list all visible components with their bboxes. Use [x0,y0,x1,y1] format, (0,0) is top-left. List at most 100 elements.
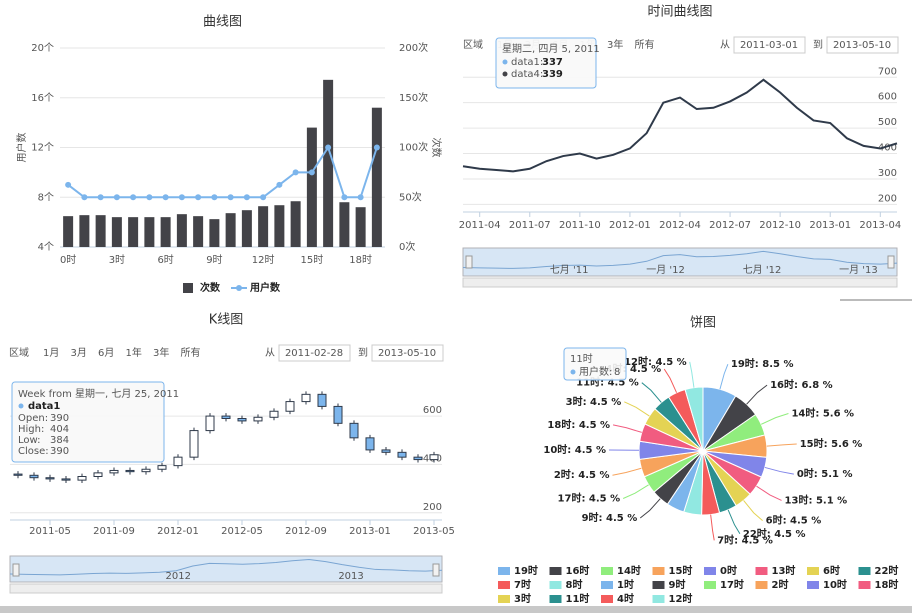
legend-label[interactable]: 13时 [772,564,796,577]
x-tick-label: 2011-04 [459,220,501,231]
legend-label[interactable]: 1时 [617,578,634,591]
bar [144,217,155,247]
scroll-handle-left[interactable] [12,563,20,577]
x-tick-label: 18时 [349,254,372,266]
candle-body [61,478,71,481]
legend-label[interactable]: 18时 [875,578,899,591]
line-marker [130,194,137,201]
legend-label[interactable]: 16时 [566,564,590,577]
legend-label[interactable]: 11时 [566,592,590,605]
label-connector [663,368,678,393]
to-label: 到 [813,39,823,51]
legend-label[interactable]: 10时 [823,578,847,591]
x-tick-label: 2012-05 [221,526,263,537]
bar [63,216,74,247]
range-button[interactable]: 3月 [71,347,87,359]
scrollbar[interactable] [9,583,443,594]
label-connector [746,384,768,405]
line-marker [146,194,153,201]
legend-swatch [498,595,510,603]
y-axis-title: 用户数 [15,133,28,163]
tooltip-date: 星期二, 四月 5, 2011 [502,43,600,55]
candle-body [285,401,295,412]
tooltip-label: Close: [18,446,49,457]
tooltip-label: data4: [511,69,543,80]
scrollbar[interactable] [462,277,898,288]
range-button[interactable]: 6月 [98,347,114,359]
legend-label[interactable]: 8时 [566,578,583,591]
candle-body [221,415,231,420]
range-label: 区域 [463,38,483,51]
legend-label[interactable]: 6时 [823,564,840,577]
range-label: 区域 [9,346,29,359]
bar [306,127,317,247]
y2-tick-label: 0次 [399,240,415,253]
label-connector [766,443,797,447]
tooltip [563,347,627,381]
legend-label[interactable]: 3时 [514,592,531,605]
legend-label[interactable]: 22时 [875,564,899,577]
legend-label[interactable]: 14时 [617,564,641,577]
legend-swatch [807,567,819,575]
scroll-handle-right[interactable] [887,255,895,269]
tooltip-value: 390 [50,446,69,457]
legend-label[interactable]: 19时 [514,564,538,577]
from-input[interactable] [733,36,806,54]
to-label: 到 [358,347,368,359]
pie-label: 7时: 4.5 % [717,533,773,546]
x-tick-label: 2012-09 [285,526,327,537]
label-connector [764,466,794,475]
legend-label[interactable]: 15时 [669,564,693,577]
bar [355,207,366,247]
tooltip-dot [570,369,576,375]
pie-label: 3时: 4.5 % [566,395,622,408]
line-marker [308,169,315,176]
tooltip-dot [502,59,508,65]
candle-body [365,437,375,451]
legend-label[interactable]: 9时 [669,578,686,591]
range-button[interactable]: 所有 [181,346,201,359]
y2-tick-label: 100次 [399,141,428,154]
label-connector [743,500,763,521]
tooltip-series: data1 [28,401,60,412]
from-label: 从 [720,40,730,51]
bar [323,79,334,247]
candle-body [109,469,119,474]
line-marker [113,194,120,201]
to-input[interactable] [371,344,444,362]
legend-label[interactable]: 12时 [669,592,693,605]
pie-label: 6时: 4.5 % [766,514,822,527]
bottom-bar [0,606,912,613]
range-button[interactable]: 1月 [43,347,59,359]
bar [160,217,171,247]
legend-label[interactable]: 次数 [200,281,221,294]
label-connector [760,412,789,425]
legend-label[interactable]: 17时 [720,578,744,591]
scroll-handle-right[interactable] [432,563,440,577]
tooltip [11,381,165,463]
scroll-handle-left[interactable] [465,255,473,269]
legend-label[interactable]: 7时 [514,578,531,591]
range-button[interactable]: 所有 [635,38,655,51]
legend-swatch [601,567,613,575]
label-connector [727,509,741,535]
line-marker [162,194,169,201]
range-button[interactable]: 3年 [607,38,623,51]
line-marker [243,194,250,201]
candle-body [253,416,263,422]
legend-label[interactable]: 2时 [772,578,789,591]
legend-label[interactable]: 用户数 [249,281,281,294]
to-input[interactable] [826,36,899,54]
y2-tick-label: 50次 [399,190,422,203]
legend-label[interactable]: 0时 [720,564,737,577]
tooltip-value: 404 [50,424,69,435]
tooltip-label: data1: [511,57,543,68]
candle-body [301,393,311,403]
y-tick-label: 200 [423,502,442,513]
legend-label[interactable]: 4时 [617,592,634,605]
range-button[interactable]: 1年 [126,346,142,359]
from-input[interactable] [278,344,351,362]
navigator-label: 一月 '13 [839,264,878,276]
y-tick-label: 600 [423,405,442,416]
range-button[interactable]: 3年 [153,346,169,359]
